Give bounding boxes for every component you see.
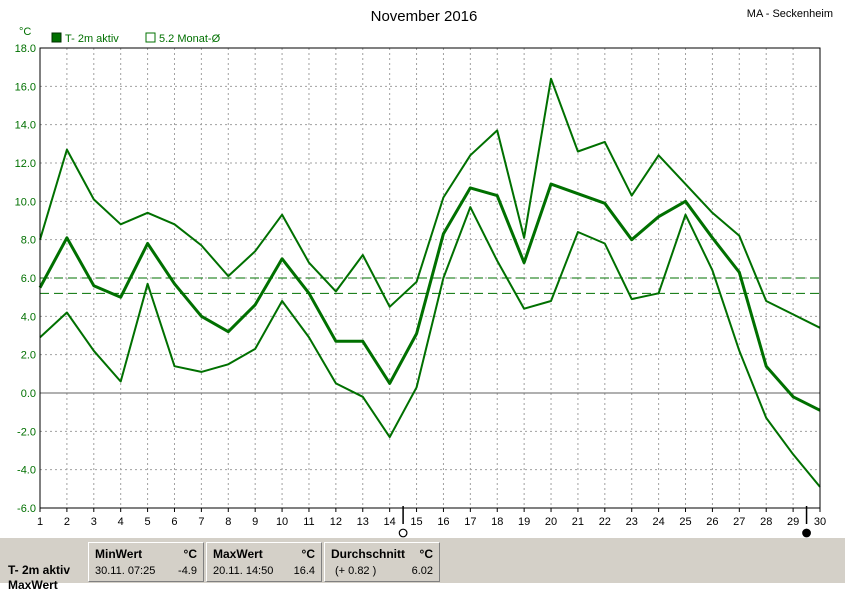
x-tick-label: 16 bbox=[437, 516, 449, 528]
y-tick-label: 8.0 bbox=[21, 235, 36, 247]
x-tick-label: 26 bbox=[706, 516, 718, 528]
series-line-min bbox=[39, 206, 821, 488]
stats-min-box: MinWert °C 30.11. 07:25 -4.9 bbox=[88, 542, 204, 582]
x-tick-label: 9 bbox=[252, 516, 258, 528]
stats-panel: T- 2m aktiv MaxWert MinWert °C 30.11. 07… bbox=[0, 538, 845, 592]
stats-min-unit: °C bbox=[183, 547, 197, 561]
y-axis-unit: °C bbox=[19, 26, 31, 38]
series-line-max bbox=[39, 77, 821, 329]
x-tick-label: 14 bbox=[384, 516, 396, 528]
stats-row-label: T- 2m aktiv bbox=[8, 563, 71, 577]
plot-frame bbox=[39, 47, 821, 509]
legend-label-temp: T- 2m aktiv bbox=[65, 33, 119, 45]
stats-avg-header: Durchschnitt bbox=[331, 547, 406, 561]
y-tick-label: 10.0 bbox=[15, 196, 36, 208]
y-tick-label: -4.0 bbox=[17, 465, 36, 477]
x-tick-label: 18 bbox=[491, 516, 503, 528]
x-tick-label: 21 bbox=[572, 516, 584, 528]
x-tick-label: 7 bbox=[198, 516, 204, 528]
x-tick-label: 29 bbox=[787, 516, 799, 528]
x-tick-label: 5 bbox=[145, 516, 151, 528]
x-tick-label: 10 bbox=[276, 516, 288, 528]
x-tick-label: 15 bbox=[410, 516, 422, 528]
x-tick-label: 20 bbox=[545, 516, 557, 528]
station-label: MA - Seckenheim bbox=[747, 8, 833, 20]
stats-avg-diff: (+ 0.82 ) bbox=[335, 565, 377, 577]
x-tick-label: 22 bbox=[599, 516, 611, 528]
x-tick-label: 13 bbox=[357, 516, 369, 528]
stats-max-unit: °C bbox=[301, 547, 315, 561]
y-tick-label: 6.0 bbox=[21, 273, 36, 285]
temperature-chart: November 2016 MA - Seckenheim °C T- 2m a… bbox=[15, 8, 833, 538]
stats-row-label-2: MaxWert bbox=[8, 578, 58, 592]
stats-min-time: 30.11. 07:25 bbox=[95, 565, 156, 577]
y-tick-label: 0.0 bbox=[21, 388, 36, 400]
stats-max-time: 20.11. 14:50 bbox=[213, 565, 274, 577]
x-tick-label: 3 bbox=[91, 516, 97, 528]
legend-label-avg: 5.2 Monat-Ø bbox=[159, 33, 221, 45]
legend-swatch-filled bbox=[51, 32, 62, 43]
stats-avg-unit: °C bbox=[419, 547, 433, 561]
y-tick-label: 12.0 bbox=[15, 158, 36, 170]
x-tick-label: 2 bbox=[64, 516, 70, 528]
x-tick-label: 17 bbox=[464, 516, 476, 528]
x-tick-label: 19 bbox=[518, 516, 530, 528]
x-tick-label: 30 bbox=[814, 516, 826, 528]
stats-max-box: MaxWert °C 20.11. 14:50 16.4 bbox=[206, 542, 322, 582]
x-tick-label: 1 bbox=[37, 516, 43, 528]
stats-min-value: -4.9 bbox=[178, 565, 197, 577]
x-tick-label: 11 bbox=[303, 516, 314, 528]
x-tick-label: 12 bbox=[330, 516, 342, 528]
stats-avg-box: Durchschnitt °C (+ 0.82 ) 6.02 bbox=[324, 542, 440, 582]
stats-max-header: MaxWert bbox=[213, 547, 263, 561]
x-tick-label: 25 bbox=[679, 516, 691, 528]
x-tick-label: 8 bbox=[225, 516, 231, 528]
legend: T- 2m aktiv 5.2 Monat-Ø bbox=[51, 32, 221, 45]
y-tick-label: -2.0 bbox=[17, 426, 36, 438]
y-tick-label: -6.0 bbox=[17, 503, 36, 515]
x-tick-label: 4 bbox=[118, 516, 124, 528]
stats-max-value: 16.4 bbox=[293, 565, 315, 577]
y-tick-label: 14.0 bbox=[15, 120, 36, 132]
legend-swatch-open bbox=[145, 32, 156, 43]
x-tick-label: 27 bbox=[733, 516, 745, 528]
x-tick-label: 24 bbox=[652, 516, 664, 528]
x-tick-label: 23 bbox=[626, 516, 638, 528]
y-tick-label: 18.0 bbox=[15, 43, 36, 55]
x-tick-label: 28 bbox=[760, 516, 772, 528]
y-tick-label: 2.0 bbox=[21, 350, 36, 362]
x-tick-label: 6 bbox=[171, 516, 177, 528]
chart-title: November 2016 bbox=[371, 8, 478, 25]
stats-avg-value: 6.02 bbox=[411, 565, 433, 577]
y-tick-label: 4.0 bbox=[21, 311, 36, 323]
full-moon-icon bbox=[398, 528, 408, 538]
stats-min-header: MinWert bbox=[95, 547, 143, 561]
y-tick-label: 16.0 bbox=[15, 81, 36, 93]
series-line-mean bbox=[38, 182, 821, 412]
new-moon-icon bbox=[802, 528, 811, 538]
